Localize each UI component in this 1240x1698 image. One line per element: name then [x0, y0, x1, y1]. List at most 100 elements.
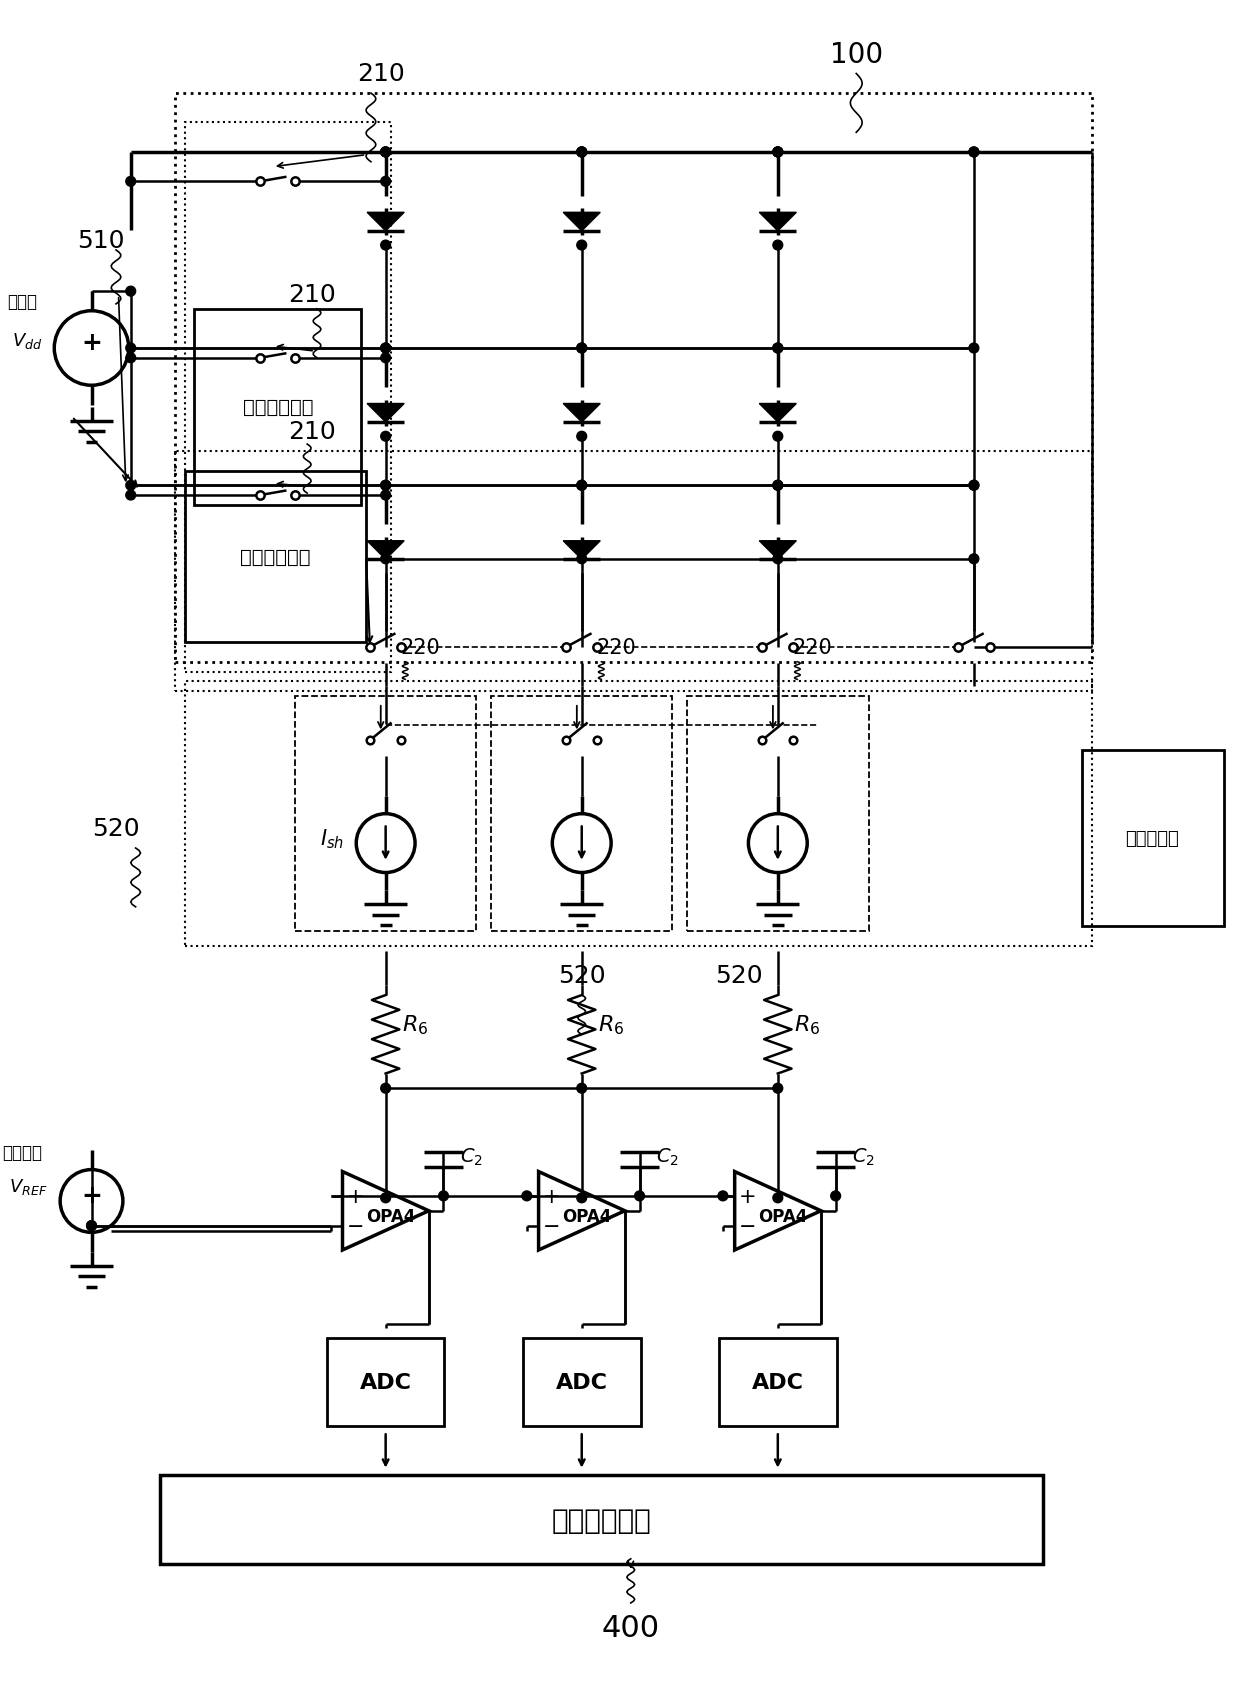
Text: −: − — [346, 1216, 365, 1236]
Polygon shape — [367, 542, 404, 560]
Circle shape — [968, 481, 978, 491]
Text: +: + — [81, 331, 102, 355]
Polygon shape — [367, 214, 404, 231]
Circle shape — [87, 1221, 97, 1231]
Circle shape — [577, 481, 587, 491]
Circle shape — [773, 241, 782, 251]
Text: 参考电压: 参考电压 — [2, 1143, 42, 1161]
Text: −: − — [739, 1216, 756, 1236]
Text: ADC: ADC — [556, 1372, 608, 1392]
Polygon shape — [759, 542, 796, 560]
Circle shape — [381, 148, 391, 158]
Circle shape — [381, 345, 391, 353]
Circle shape — [718, 1192, 728, 1200]
Bar — [175, 93, 1091, 662]
Text: 移位寄存器: 移位寄存器 — [1126, 830, 1179, 847]
Text: 行移位寄存器: 行移位寄存器 — [243, 397, 312, 418]
Bar — [1081, 751, 1224, 927]
Circle shape — [125, 353, 135, 363]
Bar — [185, 683, 1091, 946]
Circle shape — [125, 177, 135, 187]
Circle shape — [773, 431, 782, 441]
Text: 510: 510 — [78, 229, 125, 253]
Circle shape — [635, 1192, 645, 1200]
Circle shape — [577, 481, 587, 491]
Text: $C_2$: $C_2$ — [656, 1146, 678, 1168]
Polygon shape — [563, 214, 600, 231]
Circle shape — [381, 241, 391, 251]
Bar — [327, 1338, 444, 1426]
Text: +: + — [81, 1184, 102, 1207]
Circle shape — [522, 1192, 532, 1200]
Text: +: + — [346, 1187, 365, 1206]
Text: ADC: ADC — [751, 1372, 804, 1392]
Text: $C_2$: $C_2$ — [460, 1146, 482, 1168]
Circle shape — [773, 345, 782, 353]
Text: OPA4: OPA4 — [758, 1207, 807, 1224]
Bar — [160, 1476, 1043, 1564]
Bar — [295, 696, 476, 932]
Circle shape — [968, 148, 978, 158]
Circle shape — [125, 481, 135, 491]
Text: 电压源: 电压源 — [7, 292, 37, 311]
Circle shape — [381, 555, 391, 564]
Polygon shape — [563, 404, 600, 423]
Bar — [175, 452, 1091, 691]
Circle shape — [773, 555, 782, 564]
Circle shape — [381, 481, 391, 491]
Bar — [523, 1338, 641, 1426]
Text: $V_{REF}$: $V_{REF}$ — [9, 1177, 47, 1197]
Circle shape — [577, 345, 587, 353]
Bar — [491, 696, 672, 932]
Circle shape — [831, 1192, 841, 1200]
Circle shape — [773, 148, 782, 158]
Circle shape — [87, 1221, 97, 1231]
Circle shape — [577, 148, 587, 158]
Polygon shape — [367, 404, 404, 423]
Text: $R_6$: $R_6$ — [402, 1014, 428, 1037]
Circle shape — [381, 431, 391, 441]
Text: 210: 210 — [357, 63, 404, 87]
Text: 210: 210 — [288, 419, 336, 445]
Text: 210: 210 — [288, 284, 336, 307]
Circle shape — [381, 491, 391, 501]
Text: 220: 220 — [596, 638, 636, 657]
Circle shape — [577, 241, 587, 251]
Text: 520: 520 — [558, 964, 605, 988]
Text: $I_{sh}$: $I_{sh}$ — [320, 827, 343, 851]
Text: 520: 520 — [92, 817, 140, 841]
Circle shape — [125, 345, 135, 353]
Circle shape — [773, 1083, 782, 1094]
Text: 520: 520 — [714, 964, 763, 988]
Circle shape — [773, 345, 782, 353]
Circle shape — [577, 148, 587, 158]
Circle shape — [577, 148, 587, 158]
Circle shape — [773, 481, 782, 491]
Text: $R_6$: $R_6$ — [794, 1014, 821, 1037]
Circle shape — [968, 345, 978, 353]
Circle shape — [773, 481, 782, 491]
Circle shape — [773, 1194, 782, 1202]
Circle shape — [381, 148, 391, 158]
Text: OPA4: OPA4 — [366, 1207, 415, 1224]
Text: +: + — [543, 1187, 560, 1206]
Text: $R_6$: $R_6$ — [598, 1014, 624, 1037]
Text: ADC: ADC — [360, 1372, 412, 1392]
Circle shape — [577, 345, 587, 353]
Circle shape — [577, 1083, 587, 1094]
Text: 220: 220 — [401, 638, 440, 657]
Circle shape — [381, 345, 391, 353]
Text: $C_2$: $C_2$ — [852, 1146, 874, 1168]
Circle shape — [381, 353, 391, 363]
Circle shape — [439, 1192, 449, 1200]
Bar — [195, 309, 361, 506]
Text: 100: 100 — [830, 41, 883, 70]
Circle shape — [968, 555, 978, 564]
Text: $V_{dd}$: $V_{dd}$ — [12, 331, 42, 351]
Circle shape — [381, 481, 391, 491]
Text: 400: 400 — [601, 1613, 660, 1642]
Circle shape — [381, 1194, 391, 1202]
Circle shape — [577, 431, 587, 441]
Bar — [687, 696, 868, 932]
Polygon shape — [759, 214, 796, 231]
